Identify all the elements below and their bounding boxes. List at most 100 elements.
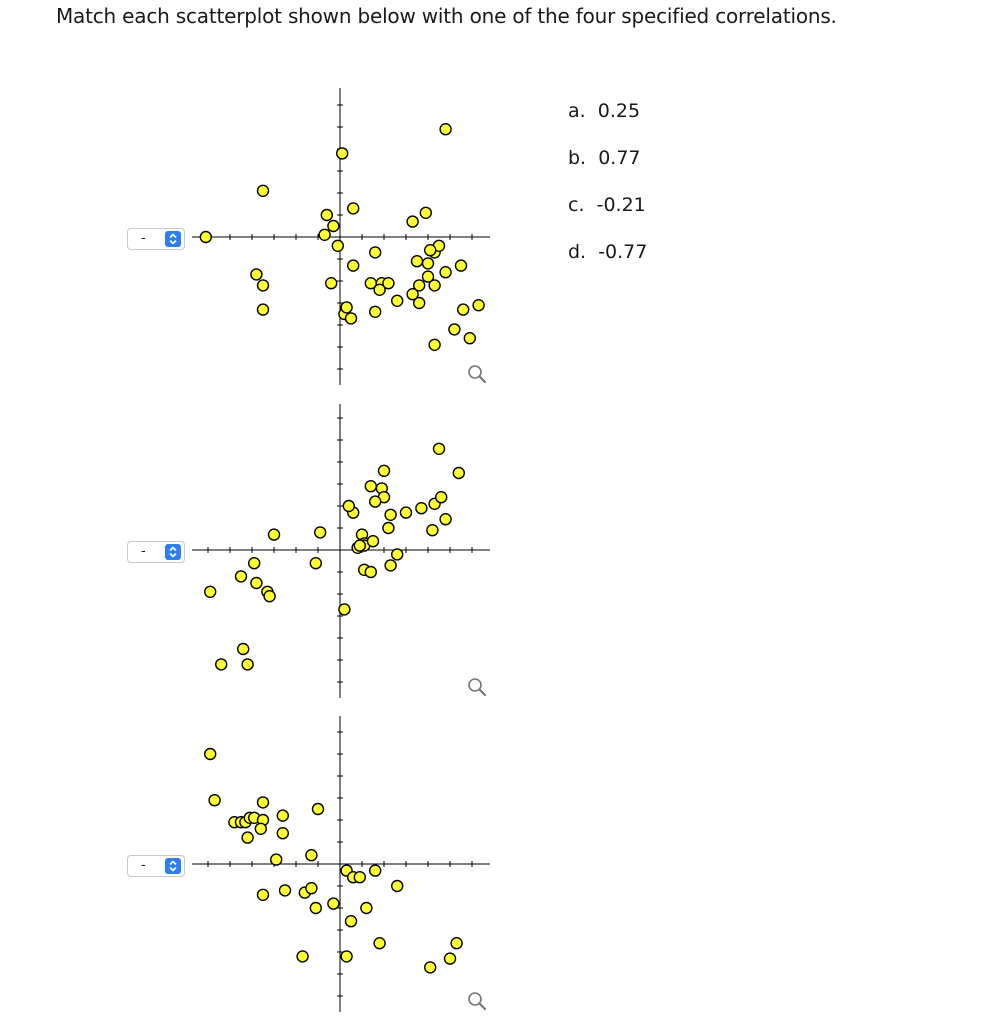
select-value: -: [141, 231, 146, 246]
option-letter: d.: [568, 241, 587, 263]
question-text: Match each scatterplot shown below with …: [56, 4, 837, 28]
option-value: 0.25: [597, 100, 641, 122]
data-point: [399, 506, 413, 519]
data-point: [454, 259, 468, 272]
option-c: c. -0.21: [568, 190, 647, 237]
data-point: [439, 513, 452, 526]
option-value: -0.21: [596, 194, 646, 216]
data-point: [426, 524, 439, 537]
data-point: [384, 508, 397, 521]
data-point: [305, 849, 318, 862]
data-point: [342, 499, 355, 513]
data-point: [214, 658, 228, 671]
data-point: [353, 539, 366, 552]
data-point: [364, 565, 377, 579]
data-point: [311, 802, 325, 816]
answer-select-2[interactable]: -: [127, 541, 185, 563]
data-point: [309, 557, 322, 570]
data-point: [203, 585, 217, 598]
data-point: [369, 864, 382, 877]
data-point: [413, 296, 426, 310]
data-point: [366, 535, 380, 548]
data-point: [276, 809, 289, 822]
magnifier-icon[interactable]: [468, 992, 487, 1011]
data-point: [327, 897, 340, 910]
data-point: [424, 961, 437, 974]
up-down-chevron-icon: [165, 231, 181, 247]
data-point: [241, 658, 254, 671]
data-point: [373, 283, 386, 296]
data-point: [406, 215, 419, 228]
data-point: [410, 255, 424, 268]
data-point: [256, 888, 270, 901]
data-point: [448, 323, 461, 336]
data-point: [256, 184, 270, 198]
data-point: [391, 879, 404, 893]
option-value: -0.77: [598, 241, 648, 263]
data-point: [344, 915, 358, 928]
up-down-chevron-icon: [165, 858, 181, 874]
data-point: [443, 952, 457, 965]
data-point: [270, 853, 283, 866]
data-point: [309, 901, 322, 915]
data-point: [439, 122, 452, 136]
data-point: [369, 305, 382, 318]
data-point: [278, 884, 292, 897]
data-point: [305, 882, 318, 895]
data-point: [457, 303, 470, 316]
data-point: [419, 206, 432, 220]
data-point: [384, 559, 397, 572]
data-point: [318, 228, 331, 242]
data-point: [276, 827, 289, 840]
data-point: [432, 442, 446, 455]
answer-select-1[interactable]: -: [127, 228, 185, 250]
data-point: [267, 528, 281, 541]
data-point: [320, 208, 333, 222]
data-point: [254, 822, 267, 835]
data-point: [344, 312, 358, 325]
magnifier-icon[interactable]: [468, 365, 487, 384]
data-point: [340, 301, 353, 314]
option-a: a. 0.25: [568, 96, 647, 143]
data-point: [382, 521, 395, 535]
data-point: [208, 794, 221, 807]
data-point: [256, 303, 270, 316]
data-point: [421, 270, 435, 283]
data-point: [199, 230, 213, 244]
data-point: [413, 279, 426, 292]
data-point: [347, 259, 360, 272]
data-point: [391, 294, 404, 307]
option-letter: b.: [568, 147, 587, 169]
data-point: [203, 747, 217, 761]
data-point: [406, 288, 419, 301]
up-down-chevron-icon: [165, 544, 181, 560]
correlation-options: a. 0.25 b. 0.77 c. -0.21 d. -0.77: [568, 96, 647, 284]
data-point: [296, 950, 309, 963]
data-point: [241, 831, 254, 844]
data-point: [256, 279, 270, 292]
option-d: d. -0.77: [568, 237, 647, 284]
data-point: [331, 239, 344, 253]
scatterplot-3: [192, 716, 490, 1012]
data-point: [256, 796, 270, 809]
data-point: [347, 202, 360, 215]
data-point: [263, 590, 276, 603]
data-point: [428, 338, 441, 351]
data-point: [369, 495, 382, 508]
select-value: -: [141, 544, 146, 559]
data-point: [236, 642, 250, 656]
data-point: [314, 526, 327, 539]
data-point: [338, 603, 351, 616]
answer-select-3[interactable]: -: [127, 855, 185, 877]
option-letter: a.: [568, 100, 586, 122]
scatterplot-2: [192, 404, 490, 698]
data-point: [435, 491, 448, 504]
data-point: [325, 277, 338, 290]
data-point: [373, 937, 386, 950]
option-b: b. 0.77: [568, 143, 647, 190]
magnifier-icon[interactable]: [468, 678, 487, 697]
data-point: [382, 277, 395, 290]
data-point: [424, 243, 437, 257]
data-point: [360, 901, 373, 915]
data-point: [439, 266, 452, 279]
